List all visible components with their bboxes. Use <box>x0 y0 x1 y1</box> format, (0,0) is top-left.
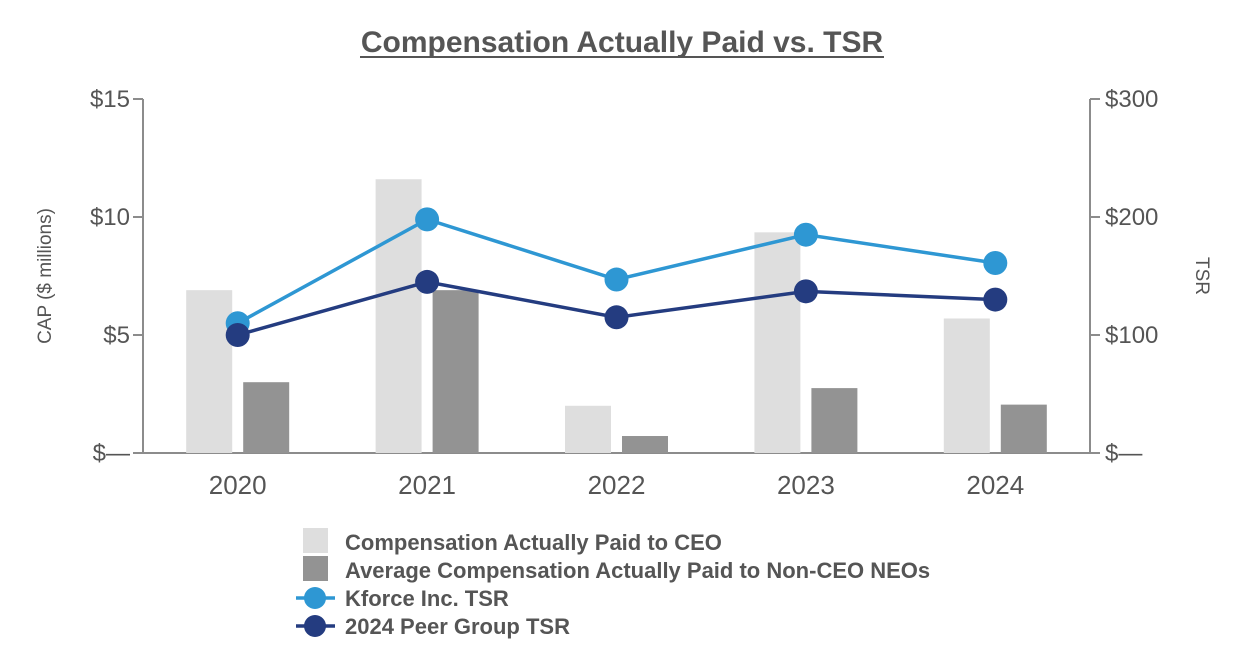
legend-label-ceo-cap: Compensation Actually Paid to CEO <box>345 530 722 555</box>
x-tick-label: 2023 <box>777 470 835 500</box>
legend-marker-peer-group-tsr <box>304 615 326 637</box>
x-tick-label: 2021 <box>398 470 456 500</box>
x-tick-label: 2022 <box>588 470 646 500</box>
y2-tick-label: $200 <box>1105 204 1158 231</box>
point-kforce-tsr-2022 <box>604 267 629 292</box>
legend-swatch-ceo-cap <box>303 528 328 553</box>
legend-marker-kforce-tsr <box>304 587 326 609</box>
bar-ceo-cap-2023 <box>754 232 801 453</box>
axes: $— $5 $10 $15 $— $100 $200 $300 2020 2021 2022 2023… <box>90 86 1158 500</box>
legend: Compensation Actually Paid to CEO Average… <box>296 528 930 639</box>
lines <box>225 207 1008 347</box>
point-peer-group-tsr-2021 <box>415 269 440 294</box>
bar-neo-avg-cap-2024 <box>1000 404 1047 453</box>
bar-ceo-cap-2022 <box>565 405 611 453</box>
point-peer-group-tsr-2022 <box>604 305 629 330</box>
point-peer-group-tsr-2020 <box>225 323 250 347</box>
bar-ceo-cap-2024 <box>943 318 990 453</box>
point-kforce-tsr-2024 <box>983 251 1008 276</box>
point-peer-group-tsr-2024 <box>983 287 1008 312</box>
x-tick-label: 2020 <box>209 470 267 500</box>
bar-ceo-cap-2021 <box>375 179 422 454</box>
y-tick-label: $10 <box>90 204 130 231</box>
point-peer-group-tsr-2023 <box>793 279 818 304</box>
legend-label-kforce-tsr: Kforce Inc. TSR <box>345 586 509 611</box>
x-tick-label: 2024 <box>966 470 1024 500</box>
y2-tick-label: $— <box>1105 440 1142 467</box>
y-tick-label: $— <box>93 440 130 467</box>
bar-ceo-cap-2020 <box>186 290 233 453</box>
legend-label-peer-group-tsr: 2024 Peer Group TSR <box>345 614 570 639</box>
y2-tick-label: $300 <box>1105 86 1158 113</box>
y2-axis-label: TSR <box>1191 257 1212 295</box>
y-tick-label: $15 <box>90 86 130 113</box>
bar-neo-avg-cap-2022 <box>622 436 668 453</box>
y2-tick-label: $100 <box>1105 322 1158 349</box>
chart-title: Compensation Actually Paid vs. TSR <box>361 26 884 59</box>
legend-label-neo-avg-cap: Average Compensation Actually Paid to No… <box>345 558 930 583</box>
y-tick-label: $5 <box>103 322 130 349</box>
bar-neo-avg-cap-2021 <box>432 290 479 453</box>
bar-neo-avg-cap-2023 <box>811 388 858 453</box>
point-kforce-tsr-2023 <box>793 222 818 247</box>
bar-neo-avg-cap-2020 <box>243 382 290 453</box>
legend-swatch-neo-avg-cap <box>303 556 328 581</box>
point-kforce-tsr-2021 <box>415 207 440 232</box>
y-axis-label: CAP ($ millions) <box>35 208 56 344</box>
